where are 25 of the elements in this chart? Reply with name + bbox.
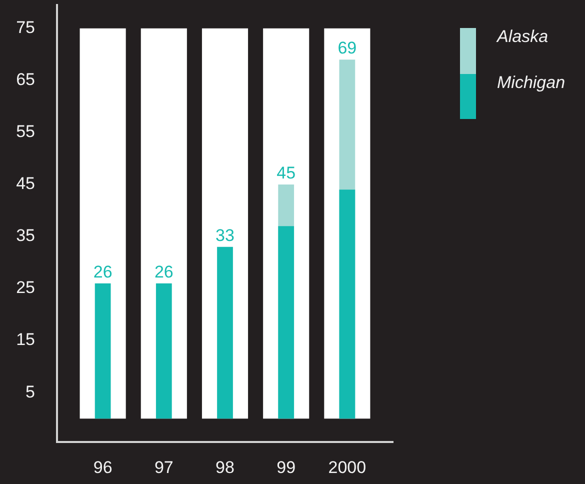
- x-tick-label: 97: [154, 458, 174, 477]
- y-tick-label: 55: [16, 122, 35, 142]
- y-tick-label: 15: [16, 330, 35, 350]
- y-tick-label: 5: [26, 382, 35, 402]
- bar: [278, 226, 294, 419]
- y-tick-label: 75: [16, 18, 35, 38]
- text: Michigan: [497, 72, 566, 92]
- data-label: 69: [338, 38, 357, 58]
- y-tick-label: 35: [16, 226, 35, 246]
- bar: [94, 283, 111, 419]
- x-tick-label: 96: [93, 458, 112, 477]
- data-label: 33: [216, 226, 234, 245]
- data-label: 26: [154, 262, 174, 282]
- y-tick-label: 65: [16, 70, 35, 90]
- bar: [217, 246, 233, 419]
- x-tick-label: 2000: [328, 458, 366, 477]
- text: Alaska: [497, 27, 548, 47]
- bar: [156, 283, 172, 419]
- data-label: 26: [93, 262, 112, 282]
- bar: [339, 190, 356, 419]
- x-tick-label: 98: [216, 458, 234, 477]
- x-tick-label: 99: [276, 458, 296, 477]
- y-tick-label: 25: [16, 278, 35, 298]
- y-tick-label: 45: [16, 174, 35, 194]
- data-label: 45: [276, 163, 296, 182]
